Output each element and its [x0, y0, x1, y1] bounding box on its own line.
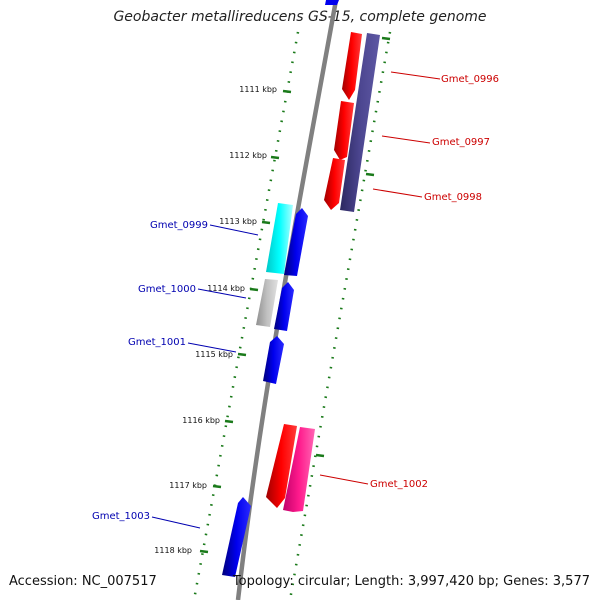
tick-1115	[237, 352, 247, 357]
leader-gmet-0999	[209, 224, 259, 236]
tick-1116	[224, 419, 234, 424]
gene-blue-0999b[interactable]	[284, 208, 308, 276]
gene-labels: Gmet_0996 Gmet_0997 Gmet_0998 Gmet_1002 …	[92, 74, 499, 522]
tick-1111	[282, 89, 292, 94]
outer-tick-1	[381, 36, 391, 41]
gene-blue-1000b[interactable]	[274, 282, 294, 331]
leader-gmet-0997	[381, 135, 431, 144]
kbp-labels: 1111 kbp 1112 kbp 1113 kbp 1114 kbp 1115…	[154, 85, 277, 555]
tick-1118	[199, 549, 209, 554]
leader-gmet-1000	[197, 288, 247, 299]
gene-label-gmet-1001[interactable]: Gmet_1001	[128, 337, 186, 348]
partial-gene-top	[325, 0, 339, 5]
kbp-label-1115: 1115 kbp	[195, 350, 233, 359]
tick-1112	[270, 155, 280, 160]
kbp-label-1117: 1117 kbp	[169, 481, 207, 490]
gene-gmet-1001[interactable]	[263, 336, 284, 384]
outer-tick-2	[365, 172, 375, 177]
tick-1113	[261, 220, 271, 225]
outer-tick-3	[315, 453, 325, 458]
kbp-label-1111: 1111 kbp	[239, 85, 277, 94]
kbp-label-1116: 1116 kbp	[182, 416, 220, 425]
map-title: Geobacter metallireducens GS-15, complet…	[113, 9, 487, 25]
kbp-ticks	[199, 36, 391, 554]
tick-1114	[249, 287, 259, 292]
gene-gmet-0999[interactable]	[266, 203, 293, 274]
topology-text: Topology: circular; Length: 3,997,420 bp…	[232, 574, 590, 589]
gene-label-gmet-1002[interactable]: Gmet_1002	[370, 479, 428, 490]
kbp-label-1118: 1118 kbp	[154, 546, 192, 555]
gene-label-gmet-0996[interactable]: Gmet_0996	[441, 74, 499, 85]
leader-lines	[151, 71, 441, 529]
gene-label-gmet-1000[interactable]: Gmet_1000	[138, 284, 196, 295]
inner-track	[192, 31, 300, 600]
leader-gmet-1001	[187, 342, 237, 353]
leader-gmet-1003	[151, 516, 201, 529]
gene-gmet-1000[interactable]	[256, 279, 278, 327]
gene-navy-long[interactable]	[340, 33, 380, 212]
gene-label-gmet-1003[interactable]: Gmet_1003	[92, 511, 150, 522]
gene-gmet-0996[interactable]	[342, 32, 362, 100]
kbp-label-1114: 1114 kbp	[207, 284, 245, 293]
gene-label-gmet-0998[interactable]: Gmet_0998	[424, 192, 482, 203]
leader-gmet-0998	[372, 188, 423, 198]
gene-gmet-0998[interactable]	[324, 158, 345, 210]
leader-gmet-1002	[319, 474, 369, 485]
tick-1117	[212, 484, 222, 489]
accession-text: Accession: NC_007517	[9, 574, 157, 589]
kbp-label-1112: 1112 kbp	[229, 151, 267, 160]
gene-gmet-0997[interactable]	[334, 101, 354, 160]
gene-pink-1002b[interactable]	[283, 427, 315, 512]
gene-label-gmet-0997[interactable]: Gmet_0997	[432, 137, 490, 148]
gene-gmet-1002[interactable]	[266, 424, 297, 508]
gene-gmet-1003[interactable]	[222, 497, 251, 577]
gene-features	[222, 32, 380, 577]
kbp-label-1113: 1113 kbp	[219, 217, 257, 226]
outer-track	[288, 31, 392, 600]
leader-gmet-0996	[390, 71, 441, 80]
gene-label-gmet-0999[interactable]: Gmet_0999	[150, 220, 208, 231]
